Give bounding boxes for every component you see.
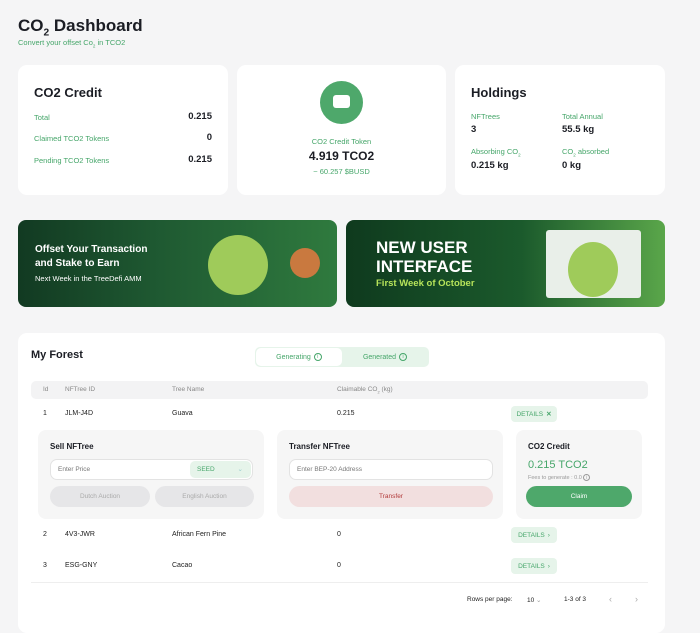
close-icon: ✕ [546,411,552,418]
info-icon: i [399,353,408,361]
info-icon: i [583,474,591,481]
banner-offset[interactable]: Offset Your Transaction and Stake to Ear… [18,220,337,307]
info-icon: i [313,353,322,361]
dutch-auction-button[interactable]: Dutch Auction [50,486,150,507]
card-title: Holdings [471,85,527,100]
english-auction-button[interactable]: English Auction [155,486,254,507]
sell-panel: Sell NFTree Enter Price SEED ⌄ Dutch Auct… [38,430,264,519]
token-label: CO2 Credit Token [311,137,372,146]
card-title: CO2 Credit [34,85,102,100]
token-value: 4.919 TCO2 [308,149,375,163]
co2-credit-card: CO2 Credit Total 0.215 Claimed TCO2 Toke… [18,65,228,195]
details-button[interactable]: DETAILS › [511,527,557,543]
page-subtitle: Convert your offset Co2 in TCO2 [18,38,126,49]
tree-mascot-image [208,235,268,295]
table-header: Id NFTree ID Tree Name Claimable CO2 (kg… [31,381,648,399]
tab-group: Generating i Generated i [255,347,429,367]
chevron-right-icon: › [547,562,550,570]
banner-line: Next Week in the TreeDefi AMM [35,274,142,283]
nftrees-value: 3 [471,124,477,135]
pending-label: Pending TCO2 Tokens [34,156,110,165]
divider [31,582,648,583]
claimed-label: Claimed TCO2 Tokens [34,134,110,143]
token-usd: ~ 60.257 $BUSD [313,167,370,176]
credit-panel: CO2 Credit 0.215 TCO2 Fees to generate :… [516,430,642,519]
address-input[interactable]: Enter BEP-20 Address [289,459,493,480]
banner-line: Offset Your Transaction [35,244,148,255]
cacao-mascot-image [290,248,320,278]
banner-new-ui[interactable]: NEW USER INTERFACE First Week of October [346,220,665,307]
chevron-down-icon: ⌄ [536,597,542,604]
page-title: CO2 Dashboard [18,16,143,39]
claimed-value: 0 [206,132,212,143]
prev-page-button[interactable]: ‹ [609,594,612,604]
details-button[interactable]: DETAILS › [511,558,557,574]
transfer-button[interactable]: Transfer [289,486,493,507]
chevron-right-icon: › [547,531,550,539]
absorbing-label: Absorbing CO2 [471,147,521,158]
transfer-panel: Transfer NFTree Enter BEP-20 Address Tra… [277,430,503,519]
holdings-card: Holdings NFTrees 3 Total Annual 55.5 kg … [455,65,665,195]
banner-line: First Week of October [376,278,475,289]
wallet-icon [320,81,363,124]
pending-value: 0.215 [188,154,212,165]
annual-label: Total Annual [562,112,603,121]
chevron-down-icon: ⌄ [237,466,243,473]
total-label: Total [34,113,50,122]
next-page-button[interactable]: › [635,594,638,604]
claim-button[interactable]: Claim [526,486,632,507]
details-button[interactable]: DETAILS ✕ [511,406,557,422]
total-value: 0.215 [188,111,212,122]
nftrees-label: NFTrees [471,112,500,121]
tab-generating[interactable]: Generating i [256,348,342,366]
banner-line: NEW USER [376,238,468,257]
banner-line: and Stake to Earn [35,258,120,269]
tree-mascot-image [568,242,618,297]
absorbed-value: 0 kg [562,160,582,171]
absorbed-label: CO2 absorbed [562,147,610,158]
rows-per-page-select[interactable]: 10 ⌄ [527,597,542,604]
annual-value: 55.5 kg [562,124,595,135]
currency-select[interactable]: SEED ⌄ [190,461,251,478]
section-title: My Forest [31,349,83,361]
token-card: CO2 Credit Token 4.919 TCO2 ~ 60.257 $BU… [237,65,446,195]
absorbing-value: 0.215 kg [471,160,509,171]
banner-line: INTERFACE [376,257,473,276]
tab-generated[interactable]: Generated i [342,348,428,366]
